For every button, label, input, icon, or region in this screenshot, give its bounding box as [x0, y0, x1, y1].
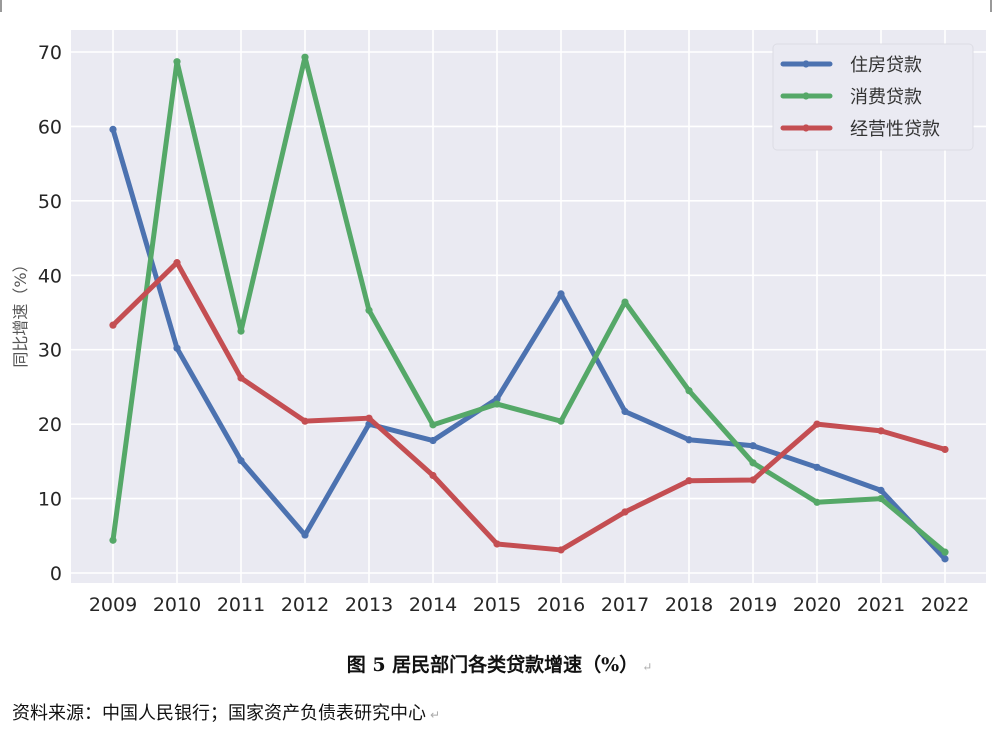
data-point [877, 494, 885, 503]
y-tick-label: 40 [38, 265, 62, 287]
data-point [173, 58, 181, 66]
x-tick-label: 2018 [665, 594, 713, 616]
data-point [429, 436, 437, 445]
data-point [237, 374, 245, 382]
x-tick-label: 2017 [601, 594, 649, 616]
data-point [621, 407, 629, 416]
data-point [493, 400, 501, 408]
data-point [237, 457, 245, 465]
data-point [429, 421, 437, 429]
data-point [429, 471, 437, 480]
x-tick-label: 2012 [281, 594, 329, 616]
gridlines [71, 30, 986, 583]
data-point [237, 327, 245, 335]
data-point [685, 436, 693, 444]
y-tick-label: 10 [38, 489, 62, 511]
legend-marker [802, 92, 810, 100]
x-tick-label: 2010 [153, 594, 201, 616]
y-tick-label: 20 [38, 414, 62, 436]
data-point [301, 417, 309, 425]
data-point [813, 420, 821, 428]
data-point [557, 546, 565, 554]
data-series [109, 53, 949, 563]
line-chart: 0 10 20 30 40 50 60 70 2009 2010 2011 2012 2013 2014… [0, 0, 992, 616]
x-tick-label: 2013 [345, 594, 393, 616]
series-line [110, 54, 948, 555]
x-axis-ticks: 2009 2010 2011 2012 2013 2014 2015 2016 2017 2018… [89, 594, 969, 616]
data-point [941, 548, 949, 556]
data-point [877, 427, 885, 435]
data-point [109, 536, 117, 544]
paragraph-mark-icon: ↵ [642, 660, 653, 674]
data-point [749, 476, 757, 484]
data-point [493, 395, 501, 403]
x-tick-label: 2022 [921, 594, 969, 616]
data-point [557, 290, 565, 298]
legend-label: 住房贷款 [850, 55, 922, 76]
x-tick-label: 2016 [537, 594, 585, 616]
data-point [557, 417, 565, 425]
legend-label: 消费贷款 [850, 87, 922, 108]
data-point [621, 508, 629, 516]
data-point [749, 459, 757, 467]
source-text: 资料来源：中国人民银行；国家资产负债表研究中心 [12, 703, 426, 724]
y-tick-label: 70 [38, 42, 62, 64]
y-tick-label: 50 [38, 191, 62, 213]
x-tick-label: 2014 [409, 594, 457, 616]
series-line [110, 126, 948, 562]
caption-text: 图 5 居民部门各类贷款增速（%） [346, 654, 639, 676]
chart-canvas: 0 10 20 30 40 50 60 70 2009 2010 2011 2012 2013 2014… [11, 30, 986, 616]
data-point [109, 125, 117, 134]
paragraph-mark-icon: ↵ [430, 708, 441, 722]
data-point [173, 344, 181, 352]
y-axis-ticks: 0 10 20 30 40 50 60 70 [38, 42, 62, 585]
data-point [749, 442, 757, 450]
data-point [941, 445, 949, 454]
data-point [301, 53, 309, 61]
legend-box [772, 43, 974, 151]
crop-mark [990, 0, 992, 12]
data-point [109, 321, 117, 329]
x-tick-label: 2021 [857, 594, 905, 616]
data-point [685, 387, 693, 395]
legend-label: 经营性贷款 [850, 119, 940, 140]
data-point [621, 298, 629, 306]
x-tick-label: 2019 [729, 594, 777, 616]
legend-marker [802, 124, 810, 132]
y-tick-label: 30 [38, 340, 62, 362]
figure-caption: 图 5 居民部门各类贷款增速（%） ↵ [0, 650, 999, 677]
x-tick-label: 2015 [473, 594, 521, 616]
data-point [877, 486, 885, 494]
y-axis-label: 同比增速（%） [11, 256, 30, 367]
data-point [301, 531, 309, 539]
data-point [813, 463, 821, 471]
x-tick-label: 2020 [793, 594, 841, 616]
x-tick-label: 2011 [217, 594, 265, 616]
y-tick-label: 60 [38, 116, 62, 138]
data-point [173, 259, 181, 267]
series-line [110, 260, 948, 553]
data-point [813, 498, 821, 506]
y-tick-label: 0 [50, 563, 62, 585]
source-note: 资料来源：中国人民银行；国家资产负债表研究中心 ↵ [12, 699, 440, 725]
legend-marker [802, 60, 810, 68]
crop-mark [0, 0, 2, 12]
data-point [941, 555, 949, 563]
data-point [685, 477, 693, 485]
x-tick-label: 2009 [89, 594, 137, 616]
data-point [365, 306, 373, 314]
data-point [493, 540, 501, 548]
data-point [365, 414, 373, 422]
